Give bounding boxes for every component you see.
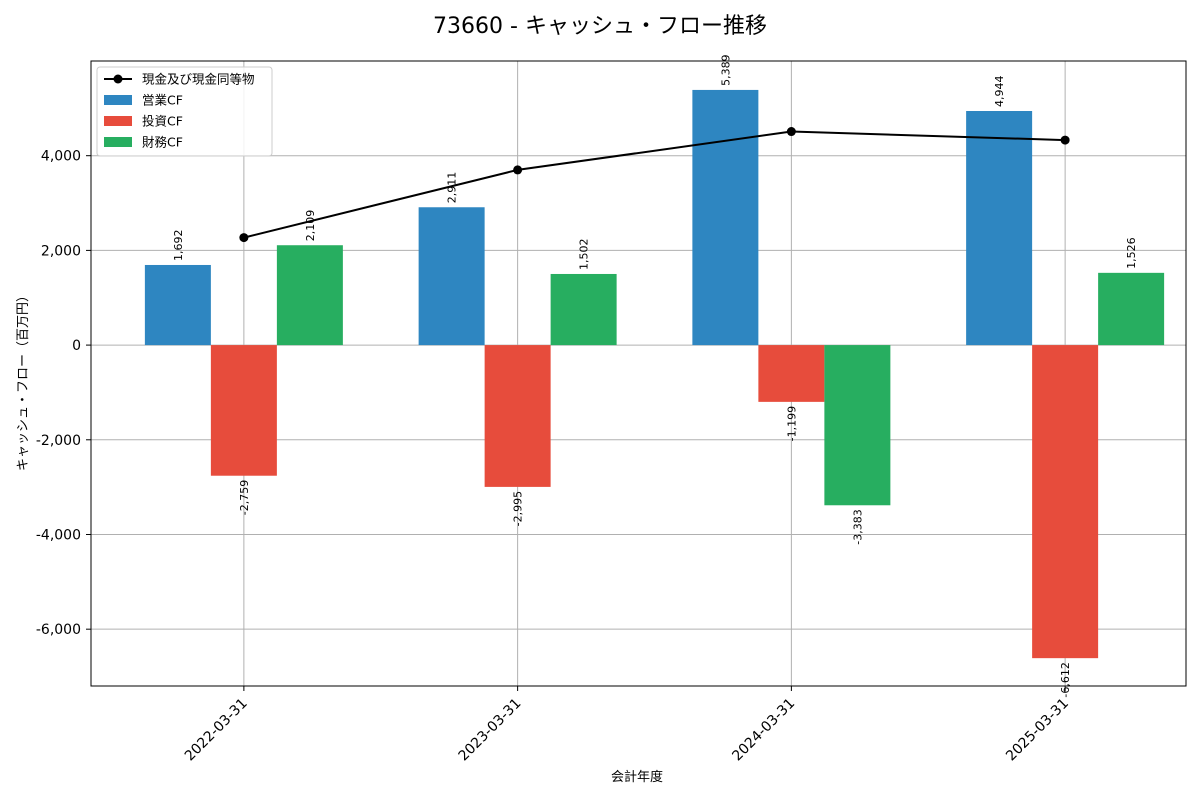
legend-swatch bbox=[104, 116, 132, 126]
data-label: 4,944 bbox=[993, 76, 1006, 108]
y-tick-label: 0 bbox=[72, 338, 81, 354]
bar-営業CF-2023-03-31 bbox=[418, 207, 485, 346]
bar-財務CF-2022-03-31 bbox=[276, 245, 343, 346]
bar-財務CF-2025-03-31 bbox=[1098, 272, 1165, 346]
bar-投資CF-2024-03-31 bbox=[758, 345, 825, 402]
legend-swatch bbox=[104, 137, 132, 147]
x-axis-label: 会計年度 bbox=[611, 769, 663, 785]
data-label: 1,502 bbox=[578, 238, 591, 270]
point-2023-03-31 bbox=[513, 165, 523, 175]
bar-営業CF-2022-03-31 bbox=[144, 264, 211, 346]
x-tick-label: 2024-03-31 bbox=[729, 696, 798, 765]
x-tick-label: 2023-03-31 bbox=[456, 696, 525, 765]
legend-marker bbox=[113, 74, 123, 84]
cash-line bbox=[239, 127, 1070, 243]
data-label: -3,383 bbox=[851, 509, 864, 544]
data-label: -6,612 bbox=[1059, 662, 1072, 697]
data-label: 2,911 bbox=[446, 172, 459, 204]
chart-title: 73660 - キャッシュ・フロー推移 bbox=[433, 14, 767, 39]
bar-営業CF-2025-03-31 bbox=[966, 111, 1033, 346]
data-label: -1,199 bbox=[785, 406, 798, 441]
data-label: 5,389 bbox=[719, 54, 732, 86]
legend-swatch bbox=[104, 95, 132, 105]
bars bbox=[144, 89, 1165, 659]
bar-投資CF-2025-03-31 bbox=[1032, 345, 1099, 659]
data-label: 2,109 bbox=[304, 210, 317, 242]
bar-財務CF-2023-03-31 bbox=[550, 273, 617, 346]
bar-投資CF-2022-03-31 bbox=[210, 345, 277, 476]
x-tick-label: 2025-03-31 bbox=[1003, 696, 1072, 765]
point-2025-03-31 bbox=[1060, 135, 1070, 145]
data-label: 1,692 bbox=[172, 229, 185, 261]
data-label: 1,526 bbox=[1125, 237, 1138, 269]
y-tick-label: -4,000 bbox=[36, 527, 81, 543]
legend-entry: 営業CF bbox=[142, 93, 183, 108]
legend-box bbox=[96, 66, 273, 157]
y-axis-label: キャッシュ・フロー（百万円） bbox=[16, 289, 31, 471]
bar-営業CF-2024-03-31 bbox=[692, 89, 759, 346]
y-tick-label: -2,000 bbox=[36, 433, 81, 449]
x-tick-label: 2022-03-31 bbox=[182, 696, 251, 765]
y-tick-label: 4,000 bbox=[41, 149, 81, 165]
point-2022-03-31 bbox=[239, 233, 249, 243]
bar-財務CF-2024-03-31 bbox=[824, 345, 891, 506]
data-label: -2,995 bbox=[512, 491, 525, 526]
legend-entry: 現金及び現金同等物 bbox=[142, 72, 255, 87]
y-tick-label: 2,000 bbox=[41, 243, 81, 259]
plot-frame bbox=[90, 60, 1187, 687]
legend-entry: 財務CF bbox=[142, 135, 183, 150]
bar-投資CF-2023-03-31 bbox=[484, 345, 551, 487]
legend-entry: 投資CF bbox=[142, 114, 183, 129]
x-axis: 2022-03-31 2023-03-31 2024-03-31 2025-03-31 bbox=[182, 686, 1072, 764]
line-現金及び現金同等物 bbox=[243, 130, 1066, 239]
data-label: -2,759 bbox=[238, 480, 251, 515]
y-axis: -6,000 -4,000 -2,000 0 2,000 4,000 bbox=[36, 149, 91, 638]
data-labels: 1,692 2,911 5,389 4,944 -2,759 -2,995 -1,199 -6… bbox=[172, 54, 1138, 697]
y-tick-label: -6,000 bbox=[36, 622, 81, 638]
point-2024-03-31 bbox=[786, 127, 796, 137]
